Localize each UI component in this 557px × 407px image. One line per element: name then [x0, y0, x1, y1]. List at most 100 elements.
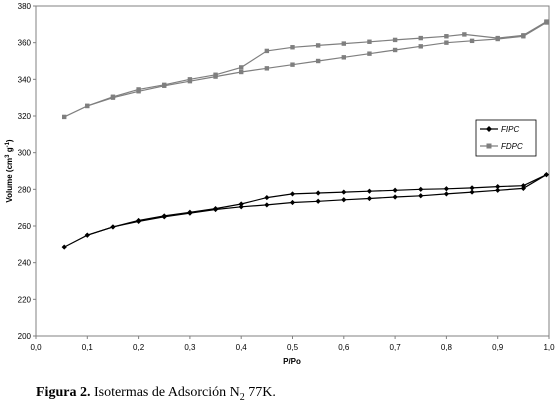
data-point-fdpc — [187, 77, 193, 82]
data-point-fdpc — [462, 32, 467, 37]
data-point-fdpc — [213, 72, 218, 77]
y-axis-title: Volume (cm3 g-1) — [5, 139, 14, 203]
data-point-fipc — [264, 202, 270, 208]
x-tick-label: 0,1 — [82, 343, 94, 352]
x-tick-label: 0,2 — [133, 343, 145, 352]
data-point-fdpc — [495, 35, 500, 41]
data-point-fipc — [315, 198, 321, 204]
data-point-fipc — [392, 187, 398, 193]
plot-area — [35, 5, 550, 337]
y-tick-label: 260 — [18, 222, 32, 231]
x-tick-label: 0,8 — [441, 343, 453, 352]
data-point-fipc — [495, 187, 501, 193]
x-axis-title: P/Po — [283, 357, 301, 366]
data-point-fipc — [161, 213, 167, 219]
legend-marker-fdpc — [486, 143, 492, 149]
legend-marker-fipc — [486, 126, 492, 132]
data-point-fipc — [418, 193, 424, 199]
data-point-fipc — [418, 186, 424, 192]
data-point-fipc — [443, 186, 449, 192]
data-point-fdpc — [341, 55, 346, 60]
data-point-fipc — [366, 188, 373, 194]
y-axis-title-mid: g — [5, 147, 14, 154]
x-tick-label: 0,5 — [287, 343, 299, 352]
data-point-fipc — [289, 199, 296, 206]
data-point-fipc — [520, 183, 526, 189]
data-point-fdpc — [367, 39, 372, 44]
data-point-fipc — [84, 232, 90, 238]
y-axis-title-sup2: -1 — [5, 141, 11, 147]
data-point-fipc — [341, 189, 347, 195]
data-point-fipc — [469, 185, 475, 191]
data-point-fdpc — [110, 94, 116, 99]
legend: FIPC FDPC — [475, 119, 537, 157]
y-tick-label: 320 — [18, 112, 32, 121]
y-tick-label: 240 — [18, 259, 32, 268]
data-point-fdpc — [239, 69, 244, 75]
x-axis: 0,0 0,1 0,2 0,3 0,4 0,5 0,6 0,7 0,8 0,9 1,0 — [30, 336, 555, 352]
x-tick-label: 1,0 — [543, 343, 555, 352]
x-tick-label: 0,6 — [338, 343, 350, 352]
data-point-fipc — [520, 185, 526, 192]
x-tick-label: 0,3 — [184, 343, 196, 352]
data-point-fdpc — [85, 103, 90, 109]
y-tick-label: 380 — [18, 2, 32, 11]
data-point-fipc — [469, 189, 475, 195]
data-point-fdpc — [418, 35, 423, 41]
caption-text: Isotermas de Adsorción N — [90, 385, 240, 400]
data-point-fdpc — [136, 87, 141, 92]
data-point-fipc — [443, 191, 449, 197]
y-axis-title-main: Volume (cm — [5, 158, 14, 203]
data-point-fipc — [289, 191, 296, 197]
caption-subscript: 2 — [239, 391, 245, 403]
data-point-fipc — [264, 194, 270, 201]
data-point-fdpc — [264, 66, 270, 71]
data-point-fdpc — [521, 33, 526, 38]
data-point-fdpc — [469, 38, 475, 44]
data-point-fdpc — [162, 82, 167, 88]
data-point-fipc — [110, 224, 116, 230]
data-point-fipc — [238, 204, 244, 210]
data-point-fipc — [61, 244, 67, 250]
y-tick-label: 340 — [18, 75, 32, 84]
y-axis-title-end: ) — [5, 139, 14, 142]
legend-label-fdpc: FDPC — [501, 142, 523, 151]
data-point-fdpc — [544, 19, 549, 24]
data-point-fdpc — [290, 62, 295, 67]
data-point-fdpc — [62, 114, 67, 120]
data-point-fipc — [392, 194, 398, 200]
data-point-fipc — [212, 205, 219, 212]
data-point-fipc — [341, 197, 347, 203]
series-line-fdpc-adsorption — [63, 21, 547, 118]
caption-text-end: 77K. — [244, 385, 276, 400]
data-point-fdpc — [341, 41, 346, 46]
data-point-fdpc — [444, 34, 449, 39]
data-point-fdpc — [315, 58, 321, 64]
data-point-fipc — [495, 183, 501, 190]
legend-box — [475, 119, 537, 157]
data-point-fipc — [136, 217, 142, 224]
y-tick-label: 360 — [18, 39, 32, 48]
y-axis: 200 220 240 260 280 300 320 340 360 380 — [18, 2, 36, 341]
figure-caption: Figura 2. Isotermas de Adsorción N2 77K. — [36, 385, 276, 403]
data-point-fdpc — [392, 37, 398, 43]
data-point-fdpc — [392, 47, 398, 53]
data-point-fdpc — [315, 43, 321, 48]
y-tick-label: 300 — [18, 149, 32, 158]
caption-label: Figura 2. — [36, 385, 91, 400]
data-point-fdpc — [444, 40, 449, 45]
data-point-fipc — [315, 190, 321, 196]
x-tick-label: 0,9 — [492, 343, 504, 352]
y-tick-label: 200 — [18, 332, 32, 341]
data-point-fipc — [543, 172, 550, 178]
data-point-fdpc — [239, 65, 244, 70]
series-line-fipc-adsorption — [63, 174, 547, 248]
data-point-fdpc — [418, 44, 423, 49]
data-point-fipc — [238, 201, 244, 207]
data-point-fdpc — [264, 48, 270, 54]
data-point-fipc — [187, 209, 193, 215]
x-tick-label: 0,4 — [236, 343, 248, 352]
y-tick-label: 280 — [18, 185, 32, 194]
data-point-fdpc — [367, 51, 372, 56]
